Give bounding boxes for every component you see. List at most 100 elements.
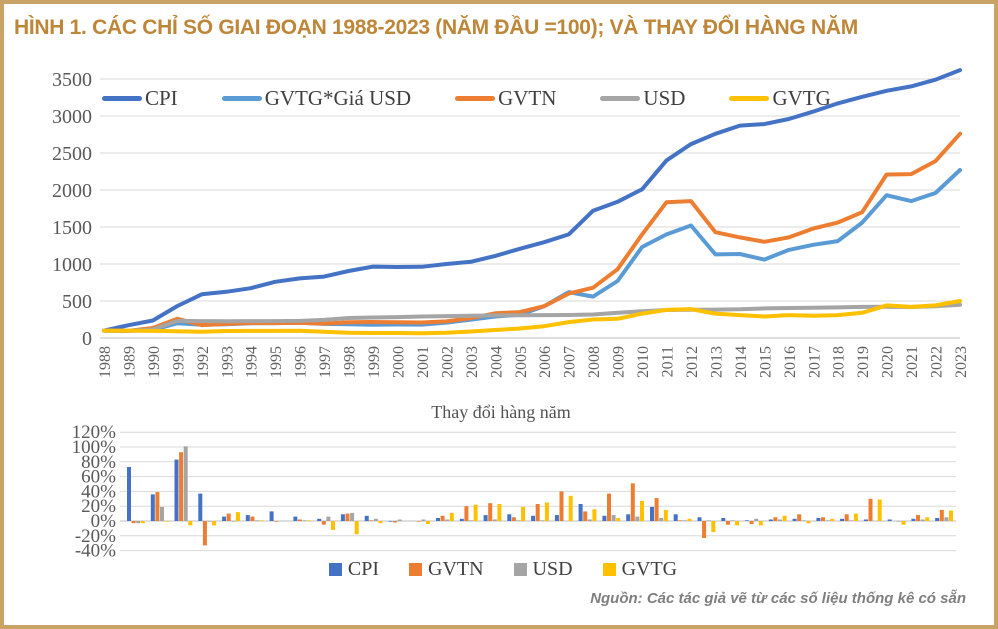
bar-gvtn-1996 [298, 519, 302, 521]
legend-item-gvtg: GVTG [729, 86, 831, 111]
x-axis-year-label: 1996 [293, 346, 310, 378]
bar-cpi-2012 [673, 514, 678, 521]
bar-gvtg-2003 [473, 504, 478, 521]
bar-gvtn-1998 [345, 513, 350, 521]
bar-gvtg-2023 [949, 510, 953, 521]
x-axis-year-label: 2019 [855, 346, 872, 378]
x-axis-year-label: 2020 [880, 346, 897, 378]
bar-usd-2015 [754, 518, 759, 521]
bar-usd-1998 [350, 512, 355, 521]
bar-cpi-2023 [935, 518, 940, 521]
legend-line-swatch-gvtn [455, 96, 496, 101]
bar-gvtn-1995 [274, 521, 279, 522]
bar-usd-2013 [706, 520, 711, 521]
legend-square-swatch-usd [513, 563, 527, 576]
bar-cpi-2004 [483, 515, 488, 521]
bar-usd-2021 [896, 521, 901, 522]
x-axis-year-label: 2015 [757, 346, 774, 378]
bar-gvtn-2019 [844, 514, 849, 521]
bar-gvtn-2017 [797, 514, 802, 521]
bar-usd-1991 [183, 446, 188, 521]
bar-gvtg-1996 [307, 520, 312, 521]
bar-series-gvtg [140, 495, 953, 535]
bar-usd-1992 [207, 521, 212, 522]
x-axis-year-label: 2004 [488, 346, 505, 378]
annual-change-bar-chart-svg: Thay đổi hàng năm120%100%80%60%40%20%0%-… [72, 402, 956, 562]
bar-gvtn-2009 [607, 493, 611, 521]
y-axis-tick-label: 3500 [52, 69, 92, 91]
x-axis-year-label: 2022 [929, 346, 946, 378]
legend-label: USD [643, 86, 686, 110]
line-series-gvtg [102, 299, 962, 336]
bar-gvtg-2017 [806, 521, 811, 524]
bar-gvtn-1994 [250, 516, 255, 521]
x-axis-year-label: 1999 [366, 346, 383, 378]
bar-gvtg-1989 [140, 521, 145, 524]
x-axis-year-label: 2009 [611, 346, 628, 378]
index-line-chart: 0 500 1000 1500 2000 2500 3000 3500 1988 1989 1990… [4, 54, 994, 400]
figure-title: HÌNH 1. CÁC CHỈ SỐ GIAI ĐOẠN 1988-2023 (… [14, 16, 858, 39]
bar-gvtg-2002 [449, 512, 454, 521]
bar-gvtn-2012 [678, 520, 683, 521]
legend-item-cpi: CPI [102, 86, 178, 111]
bar-cpi-1991 [174, 459, 179, 521]
legend-line-swatch-cpi [102, 96, 142, 101]
bar-usd-2017 [801, 520, 806, 521]
bar-cpi-2015 [745, 520, 749, 521]
bar-gvtn-2015 [749, 521, 754, 524]
x-axis-year-label: 2006 [537, 346, 554, 378]
bar-gvtn-2008 [583, 511, 588, 521]
bar-gvtn-2010 [630, 483, 635, 521]
bar-gvtn-2022 [916, 515, 920, 521]
legend-line-swatch-usd [600, 96, 641, 101]
bar-gvtn-2011 [654, 498, 659, 521]
bar-gvtg-1990 [164, 521, 169, 522]
x-axis-year-label: 2011 [660, 346, 677, 377]
bar-gvtn-2001 [416, 521, 421, 522]
bar-usd-2005 [516, 520, 521, 521]
bar-gvtn-1999 [369, 520, 374, 521]
bar-usd-1989 [136, 521, 141, 524]
bar-usd-2001 [421, 519, 426, 521]
x-axis-year-label: 1989 [121, 346, 138, 378]
bar-gvtg-2008 [592, 509, 597, 521]
x-axis-year-label: 1997 [317, 346, 334, 378]
bar-cpi-2020 [863, 519, 868, 521]
y-axis-tick-label: 80% [81, 452, 116, 473]
bar-gvtg-2019 [853, 513, 858, 521]
x-axis-year-label: 2008 [586, 346, 603, 378]
y-axis-tick-label: 60% [81, 467, 116, 488]
bar-usd-2012 [682, 520, 687, 521]
bar-chart-legend: CPI GVTN USD GVTG [4, 558, 994, 581]
bar-cpi-2014 [721, 518, 726, 521]
bar-gvtg-2011 [663, 509, 668, 521]
legend-label: USD [532, 558, 573, 580]
bar-cpi-1990 [150, 494, 155, 521]
bar-usd-2002 [445, 519, 450, 521]
y-axis-tick-label: 100% [72, 437, 117, 458]
legend-label: GVTG*Giá USD [264, 86, 412, 110]
x-axis-year-label: 1993 [219, 346, 236, 378]
bar-cpi-2021 [887, 519, 892, 521]
x-axis-year-label: 2005 [513, 346, 530, 378]
legend-line-swatch-gvtg [729, 96, 770, 101]
legend-item-usd: USD [513, 558, 573, 581]
bar-chart-gridlines [120, 431, 956, 552]
bar-cpi-1994 [245, 515, 250, 521]
bar-usd-2016 [778, 519, 782, 521]
bar-gvtg-2016 [782, 515, 787, 521]
bar-cpi-1993 [222, 516, 227, 521]
bar-usd-2022 [920, 519, 925, 521]
x-axis-year-label: 2018 [831, 346, 848, 378]
x-axis-year-label: 2017 [806, 346, 823, 378]
bar-gvtn-2006 [535, 504, 540, 521]
bar-usd-1999 [373, 518, 378, 521]
bar-cpi-2017 [792, 518, 797, 521]
bar-gvtn-1993 [226, 513, 231, 521]
bar-usd-2004 [492, 519, 497, 521]
bar-gvtg-1997 [331, 521, 335, 530]
line-series-gvtn [102, 131, 962, 333]
x-axis-year-label: 2001 [415, 346, 432, 378]
y-axis-tick-label: 40% [81, 481, 116, 502]
bar-usd-2000 [397, 519, 402, 521]
